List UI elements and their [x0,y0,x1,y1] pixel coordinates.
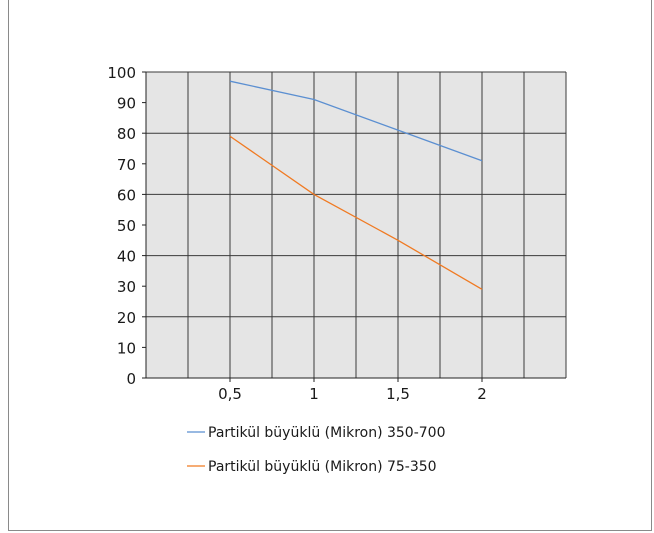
legend: Partikül büyüklü (Mikron) 350-700 Partikü… [187,425,446,475]
y-tick-label: 20 [117,309,136,327]
vertical-gridlines [187,72,525,378]
series-line-1 [229,80,483,162]
y-tick-label: 90 [117,95,136,113]
x-tick-label: 1,5 [386,385,410,403]
x-tick-label: 0,5 [218,385,242,403]
y-tick-label: 80 [117,125,136,143]
x-tick-label: 1 [309,385,319,403]
y-tick-label: 40 [117,248,136,266]
y-tick-label: 60 [117,186,136,204]
y-tick-label: 10 [117,339,136,357]
y-tick-label: 0 [126,370,136,388]
x-tick-labels: 0,5 1 1,5 2 [218,378,487,403]
y-tick-label: 70 [117,156,136,174]
x-tick-label: 2 [477,385,487,403]
y-tick-label: 100 [107,64,136,82]
series-line-2 [229,135,483,290]
horizontal-gridlines [146,71,566,318]
chart-frame [8,0,652,531]
series-lines [229,80,483,290]
legend-label: Partikül büyüklü (Mikron) 75-350 [208,459,437,475]
y-tick-label: 50 [117,217,136,235]
y-tick-label: 30 [117,278,136,296]
legend-label: Partikül büyüklü (Mikron) 350-700 [208,425,446,441]
y-tick-labels: 0 10 20 30 40 50 60 70 80 90 100 [107,64,146,388]
